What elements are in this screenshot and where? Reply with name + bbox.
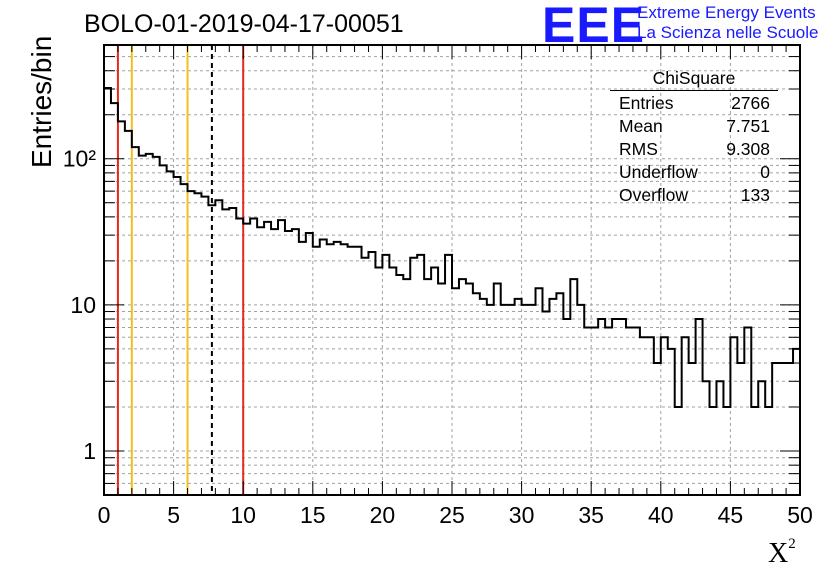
stats-title: ChiSquare [610, 68, 778, 91]
stats-value: 9.308 [726, 139, 770, 159]
stats-row-overflow: Overflow 133 [610, 184, 778, 207]
y-axis-label: Entries/bin [26, 35, 57, 168]
stats-box: ChiSquare Entries 2766 Mean 7.751 RMS 9.308… [610, 68, 778, 207]
x-tick-label: 40 [648, 502, 674, 528]
x-tick-label: 30 [509, 502, 535, 528]
stats-label: Entries [619, 93, 674, 113]
stats-value: 7.751 [726, 116, 770, 136]
stats-label: RMS [619, 139, 658, 159]
y-tick-label: 10 [70, 292, 96, 318]
org-name-line2: La Scienza nelle Scuole [637, 23, 819, 42]
reference-lines [116, 45, 245, 495]
stats-row-rms: RMS 9.308 [610, 138, 778, 161]
eee-logo: EEE [542, 0, 646, 53]
stats-value: 2766 [731, 93, 770, 113]
x-tick-label: 5 [167, 502, 180, 528]
histogram-series [104, 86, 800, 409]
stats-label: Mean [619, 116, 663, 136]
stats-row-mean: Mean 7.751 [610, 115, 778, 138]
stats-value: 133 [740, 185, 770, 205]
x-tick-label: 0 [98, 502, 111, 528]
x-tick-label: 35 [578, 502, 604, 528]
axis-ticks [103, 45, 801, 495]
y-tick-label: 10² [63, 146, 97, 172]
x-tick-label: 20 [370, 502, 396, 528]
x-tick-label: 15 [300, 502, 326, 528]
chart-title: BOLO-01-2019-04-17-00051 [84, 10, 404, 38]
org-name-line1: Extreme Energy Events [637, 3, 816, 22]
x-tick-label: 50 [787, 502, 813, 528]
y-tick-label: 1 [83, 438, 96, 464]
grid-lines [104, 45, 800, 495]
x-tick-label: 45 [718, 502, 744, 528]
stats-label: Overflow [619, 185, 689, 205]
x-axis-label: X2 [768, 536, 796, 569]
stats-label: Underflow [619, 162, 698, 182]
x-tick-label: 25 [439, 502, 465, 528]
tick-labels: 0 5 10 15 20 25 30 35 40 45 50 1 10 10² [63, 146, 813, 528]
stats-row-underflow: Underflow 0 [610, 161, 778, 184]
x-tick-label: 10 [230, 502, 256, 528]
stats-row-entries: Entries 2766 [610, 92, 778, 115]
stats-value: 0 [760, 162, 770, 182]
